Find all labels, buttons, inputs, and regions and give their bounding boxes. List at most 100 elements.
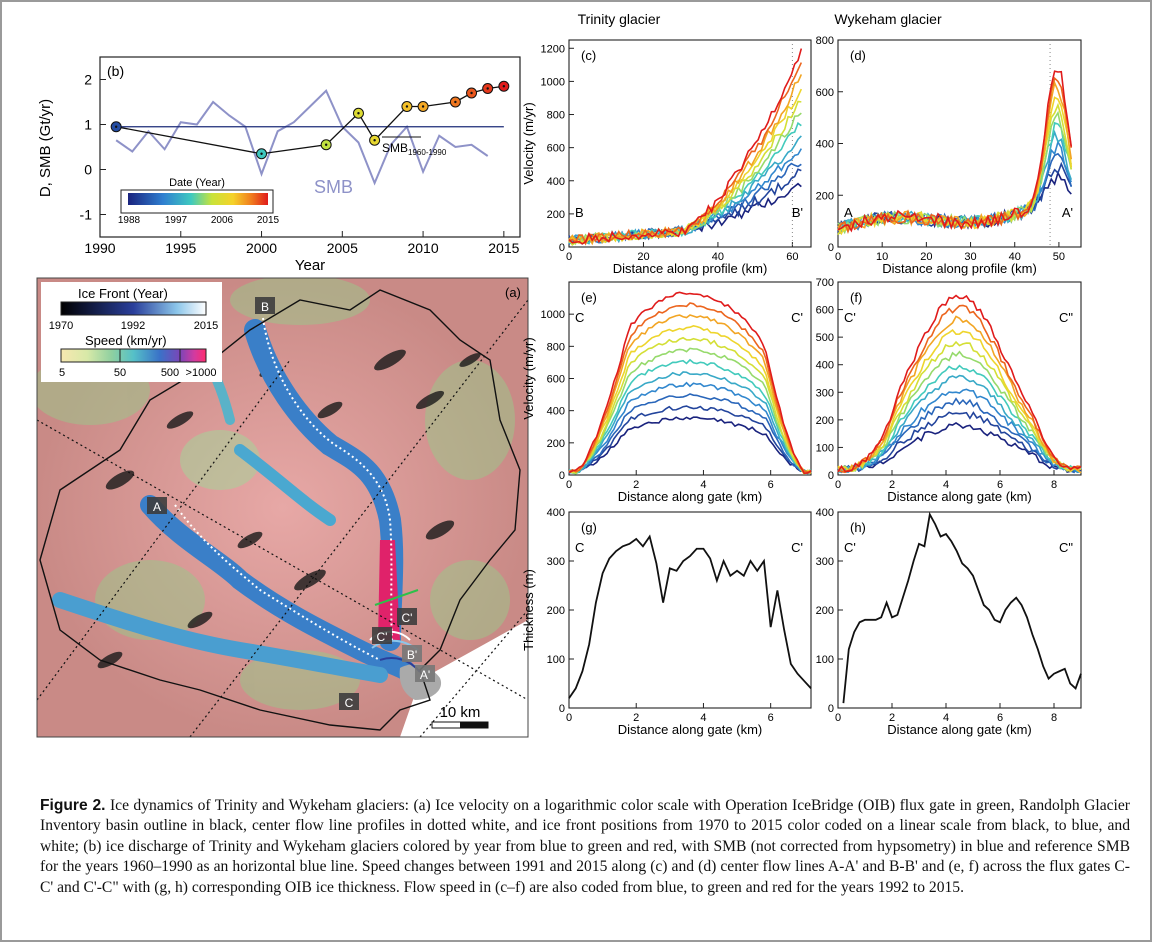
legend-front-tick: 2015 [194,320,218,332]
map-marker-box [147,497,167,514]
discharge-point-center [470,91,473,95]
panel-c-right-mark: B' [792,205,803,220]
velocity-profile-line [568,358,812,475]
y-tick-label: 200 [547,438,565,450]
x-tick-label: 4 [943,479,949,491]
velocity-profile-line [568,371,812,475]
velocity-profile-line [568,291,812,474]
discharge-point-center [405,105,409,108]
panel-a-label: (a) [505,285,521,300]
x-tick-label: 4 [943,712,949,724]
glacier-lower [52,592,388,683]
panel-h-xlabel: Distance along gate (km) [887,722,1032,737]
x-tick-label: 6 [997,712,1003,724]
y-tick-label: 500 [816,332,834,344]
panel-b-label: (b) [107,63,124,79]
discharge-point-center [324,143,328,146]
y-tick-label: 600 [547,374,565,386]
x-tick-label: 2 [633,712,639,724]
x-tick-label: 4 [700,479,706,491]
map-marker-box [402,645,422,662]
colorbar-tick: 1988 [118,215,141,226]
x-tick-label: 8 [1051,479,1057,491]
y-tick-label: 100 [816,654,834,666]
velocity-profile-line [568,62,803,246]
x-tick-label: 2015 [488,240,519,256]
panel-b-colorbar [128,193,268,205]
caption-lead: Figure 2. [40,797,106,814]
x-tick-label: 0 [835,479,841,491]
map-marker-a: A [153,500,161,514]
panel-f-xlabel: Distance along gate (km) [887,489,1032,504]
caption-text: Ice dynamics of Trinity and Wykeham glac… [40,797,1130,896]
velocity-profile-line [568,347,812,475]
legend-speed-tick: >1000 [186,367,217,379]
map-marker-c: C [345,696,354,710]
y-tick-label: 200 [547,605,565,617]
glacier-tributary [234,444,336,526]
panel-c-label: (c) [581,48,596,63]
x-tick-label: 0 [566,479,572,491]
velocity-profile-line [837,315,1082,474]
y-tick-label: 700 [816,277,834,289]
y-tick-label: 0 [559,703,565,715]
y-tick-label: 600 [816,305,834,317]
panel-d-xlabel: Distance along profile (km) [882,261,1037,276]
y-tick-label: 100 [816,442,834,454]
panel-g-chart: 0 2 4 6 0 100 200 300 400 (g) C C' Distance along ga… [521,507,812,737]
velocity-profile-line [568,302,812,473]
x-tick-label: 2010 [407,240,438,256]
discharge-point-center [421,105,425,108]
discharge-point-center [502,85,506,88]
map-grid-line [37,359,291,701]
colorbar-tick: 2015 [257,215,280,226]
y-tick-label: 0 [559,242,565,254]
velocity-profile-line [568,336,812,475]
panel-e-xlabel: Distance along gate (km) [618,489,763,504]
velocity-profile-line [568,381,812,475]
y-tick-label: -1 [80,207,93,223]
y-tick-label: 400 [547,176,565,188]
map-grid-line [189,299,528,737]
flowline-a [174,504,381,661]
y-tick-label: 400 [547,406,565,418]
y-tick-label: 300 [816,556,834,568]
ocean [400,620,528,737]
panel-h-right-mark: C" [1059,540,1073,555]
x-tick-label: 20 [920,251,932,263]
x-tick-label: 6 [768,479,774,491]
panel-b-colorbar-title: Date (Year) [169,177,225,189]
panel-h-frame [837,511,1082,709]
panel-f-chart: 0 2 4 6 8 0 100 200 300 400 500 600 700 (f) C' C" Distan… [816,277,1082,504]
panel-g-label: (g) [581,520,597,535]
title-trinity: Trinity glacier [578,11,661,27]
scalebar-label: 10 km [440,704,481,721]
legend-speed-tick: 5 [59,367,65,379]
map-marker-c-prime: C' [377,630,388,644]
y-tick-label: 0 [828,470,834,482]
map-marker-b: B [261,300,269,314]
y-tick-label: 400 [816,507,834,519]
x-tick-label: 40 [712,251,724,263]
panel-c-frame [568,39,812,248]
panel-e-chart: 0 2 4 6 0 200 400 600 800 1000 (e) C C' Distance alon… [521,281,812,504]
legend-speed-tick: 500 [161,367,179,379]
y-tick-label: 2 [84,72,92,88]
discharge-point-center [454,100,457,104]
y-tick-label: 600 [547,143,565,155]
map-shadows [97,349,481,669]
map-marker-box [339,693,359,710]
panel-h-left-mark: C' [844,540,856,555]
panel-g-ylabel: Thickness (m) [521,569,536,651]
basin-outline [39,289,521,731]
panel-f-right-mark: C" [1059,310,1073,325]
panel-b-smb-label: SMB [314,177,353,197]
x-tick-label: 2 [889,712,895,724]
y-tick-label: 400 [816,360,834,372]
x-tick-label: 2000 [246,240,277,256]
colorbar-tick: 2006 [211,215,234,226]
panel-c-xlabel: Distance along profile (km) [613,261,768,276]
discharge-point-center [373,139,376,142]
y-tick-label: 0 [559,470,565,482]
